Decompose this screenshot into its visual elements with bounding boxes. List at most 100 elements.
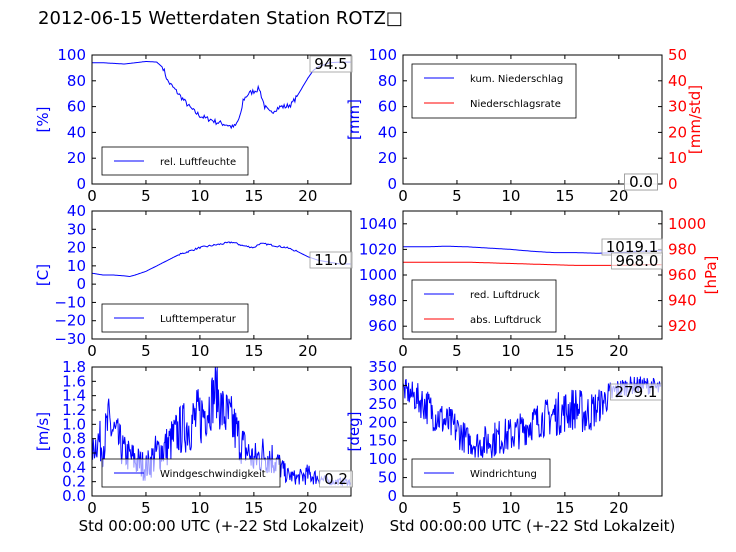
x-tick-label: 20 [298, 187, 317, 205]
legend-label: red. Luftdruck [470, 290, 540, 301]
x-tick-label: 20 [609, 187, 628, 205]
y-axis-label: [mm] [345, 99, 363, 140]
x-axis-label: Std 00:00:00 UTC (+-22 Std Lokalzeit) [79, 517, 365, 535]
plot-frame-wind_speed [91, 366, 352, 497]
legend-label: abs. Luftdruck [470, 315, 541, 326]
y-tick-label: −10 [54, 293, 86, 311]
y-tick-label: 350 [368, 358, 397, 376]
x-tick-label: 10 [190, 187, 209, 205]
x-tick-label: 5 [452, 499, 462, 517]
y-right-tick-label: 960 [668, 266, 697, 284]
value-annotation-box [319, 470, 353, 488]
y-tick-label: 1040 [359, 215, 397, 233]
y-axis-label: [%] [34, 107, 52, 133]
y-tick-label: 1.0 [62, 415, 86, 433]
x-tick-label: 10 [190, 499, 209, 517]
y-tick-label: 60 [378, 98, 397, 116]
y-right-tick-label: 30 [668, 98, 687, 116]
legend-label: Windgeschwindigkeit [160, 469, 266, 480]
value-annotation-box [309, 251, 353, 269]
y-tick-label: 0.6 [62, 444, 86, 462]
y-right-tick-label: 40 [668, 72, 687, 90]
x-tick-label: 10 [501, 342, 520, 360]
y-right-tick-label: 50 [668, 46, 687, 64]
plot-frame-precip [402, 54, 663, 185]
y-tick-label: 50 [378, 469, 397, 487]
x-tick-label: 0 [398, 499, 408, 517]
x-tick-label: 20 [609, 499, 628, 517]
x-tick-label: 15 [244, 499, 263, 517]
y-tick-label: 1.2 [62, 401, 86, 419]
y-tick-label: 100 [57, 46, 86, 64]
x-tick-label: 5 [141, 187, 151, 205]
y-right-tick-label: 920 [668, 317, 697, 335]
x-tick-label: 0 [87, 342, 97, 360]
legend-label: Lufttemperatur [160, 314, 237, 325]
value-annotation: 279.1 [615, 383, 658, 401]
y-tick-label: −20 [54, 312, 86, 330]
x-tick-label: 5 [452, 187, 462, 205]
legend-box-pressure [411, 279, 557, 333]
y-tick-label: 0.0 [62, 487, 86, 505]
y-tick-label: 0 [76, 275, 86, 293]
y-tick-label: 20 [67, 149, 86, 167]
y-tick-label: 40 [378, 123, 397, 141]
legend-label: Niederschlagsrate [470, 99, 561, 110]
x-tick-label: 10 [501, 499, 520, 517]
y-tick-label: 0 [76, 175, 86, 193]
plot-frame-wind_dir [402, 366, 663, 497]
x-tick-label: 15 [555, 187, 574, 205]
y-tick-label: 20 [67, 239, 86, 257]
plot-frame-humidity [91, 54, 352, 185]
y-tick-label: 960 [368, 317, 397, 335]
y-tick-label: 40 [67, 202, 86, 220]
x-tick-label: 5 [141, 342, 151, 360]
y-tick-label: 0 [387, 175, 397, 193]
y-right-axis-label: [hPa] [702, 256, 720, 295]
series-line-humidity-0 [92, 61, 351, 130]
y-tick-label: 1.4 [62, 387, 86, 405]
series-line-temperature-0 [91, 241, 351, 278]
y-tick-label: 1.8 [62, 358, 86, 376]
x-tick-label: 0 [398, 187, 408, 205]
page-title: 2012-06-15 Wetterdaten Station ROTZ□ [38, 8, 403, 29]
x-tick-label: 15 [244, 187, 263, 205]
y-right-tick-label: 10 [668, 149, 687, 167]
x-tick-label: 20 [298, 499, 317, 517]
y-right-tick-label: 940 [668, 292, 697, 310]
y-tick-label: 1.6 [62, 372, 86, 390]
legend-label: rel. Luftfeuchte [160, 157, 236, 168]
y-tick-label: 1020 [359, 240, 397, 258]
x-tick-label: 0 [398, 342, 408, 360]
y-tick-label: 80 [378, 72, 397, 90]
y-tick-label: 20 [378, 149, 397, 167]
y-right-tick-label: 0 [668, 175, 678, 193]
x-tick-label: 5 [452, 342, 462, 360]
y-axis-label: [C] [34, 264, 52, 286]
value-annotation: 1019.1 [606, 238, 659, 256]
x-tick-label: 20 [609, 342, 628, 360]
value-annotation: 968.0 [616, 252, 659, 270]
x-axis-label: Std 00:00:00 UTC (+-22 Std Lokalzeit) [390, 517, 676, 535]
value-annotation: 0.0 [629, 173, 653, 191]
value-annotation-box [611, 252, 663, 270]
y-right-tick-label: 1000 [668, 215, 706, 233]
x-tick-label: 15 [555, 499, 574, 517]
y-tick-label: 0 [387, 487, 397, 505]
x-tick-label: 0 [87, 187, 97, 205]
y-tick-label: 80 [67, 72, 86, 90]
y-tick-label: 0.4 [62, 458, 86, 476]
y-tick-label: 980 [368, 292, 397, 310]
value-annotation: 11.0 [314, 251, 347, 269]
y-tick-label: 0.2 [62, 473, 86, 491]
value-annotation-box [610, 383, 662, 401]
y-right-tick-label: 20 [668, 123, 687, 141]
y-tick-label: 1000 [359, 266, 397, 284]
value-annotation-box [624, 173, 658, 191]
value-annotation-box [309, 55, 353, 73]
x-tick-label: 10 [190, 342, 209, 360]
plot-frame-temperature [91, 210, 352, 340]
y-tick-label: 300 [368, 376, 397, 394]
y-tick-label: 30 [67, 220, 86, 238]
